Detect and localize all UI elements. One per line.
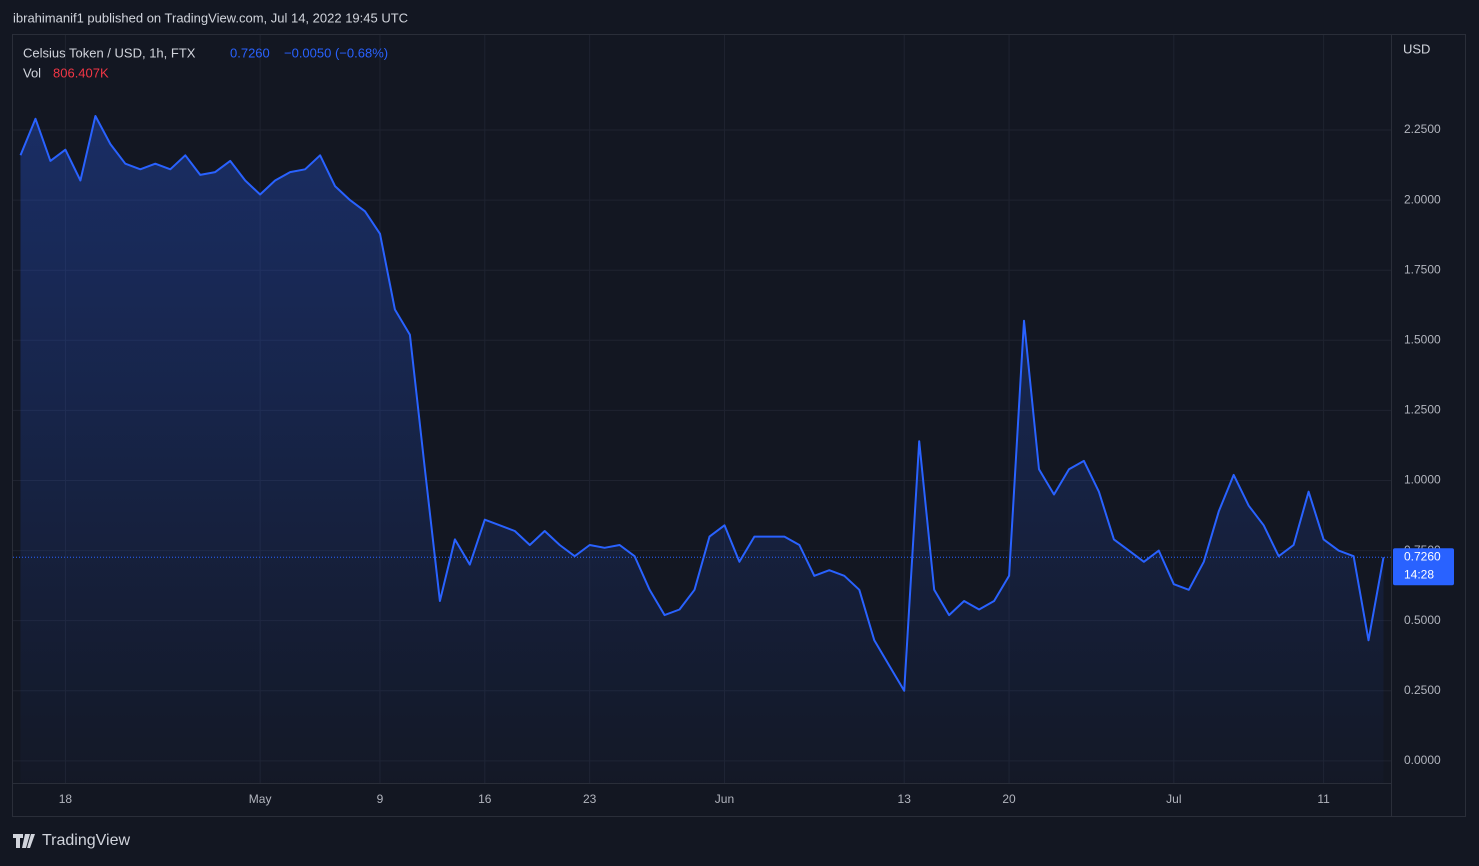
price-tag-countdown: 14:28 bbox=[1404, 567, 1434, 581]
x-tick-label: May bbox=[249, 792, 272, 806]
y-tick-label: 2.0000 bbox=[1404, 192, 1441, 206]
x-tick-label: Jun bbox=[715, 792, 734, 806]
x-tick-label: 16 bbox=[478, 792, 492, 806]
x-tick-label: 9 bbox=[377, 792, 384, 806]
logo-text: TradingView bbox=[42, 832, 130, 849]
x-tick-label: 20 bbox=[1002, 792, 1016, 806]
last-price: 0.7260 bbox=[230, 45, 270, 60]
frame bbox=[12, 34, 1466, 817]
publisher: ibrahimanif1 published on TradingView.co… bbox=[13, 10, 408, 25]
price-line bbox=[19, 115, 1385, 692]
symbol-title: Celsius Token / USD, 1h, FTX bbox=[23, 45, 196, 60]
x-tick-label: Jul bbox=[1166, 792, 1181, 806]
x-tick-label: 11 bbox=[1317, 792, 1330, 806]
plot bbox=[13, 35, 1391, 783]
logo: TradingView bbox=[13, 832, 130, 849]
y-tick-label: 0.2500 bbox=[1404, 683, 1441, 697]
y-tick-label: 0.5000 bbox=[1404, 613, 1441, 627]
area-fill bbox=[20, 116, 1384, 783]
volume-value: 806.407K bbox=[53, 65, 109, 80]
axis-unit: USD bbox=[1403, 41, 1430, 56]
price-tag bbox=[1393, 548, 1454, 586]
y-tick-label: 1.0000 bbox=[1404, 473, 1441, 487]
x-tick-label: 18 bbox=[59, 792, 73, 806]
x-tick-label: 23 bbox=[583, 792, 597, 806]
y-tick-label: 1.5000 bbox=[1404, 332, 1441, 346]
volume-label: Vol bbox=[23, 65, 41, 80]
price-change: −0.0050 (−0.68%) bbox=[284, 45, 388, 60]
y-tick-label: 0.0000 bbox=[1404, 753, 1441, 767]
logo-icon bbox=[13, 834, 35, 848]
y-tick-label: 1.2500 bbox=[1404, 403, 1441, 417]
x-tick-label: 13 bbox=[898, 792, 912, 806]
y-tick-label: 2.2500 bbox=[1404, 122, 1441, 136]
price-tag-value: 0.7260 bbox=[1404, 549, 1441, 563]
y-tick-label: 1.7500 bbox=[1404, 262, 1441, 276]
